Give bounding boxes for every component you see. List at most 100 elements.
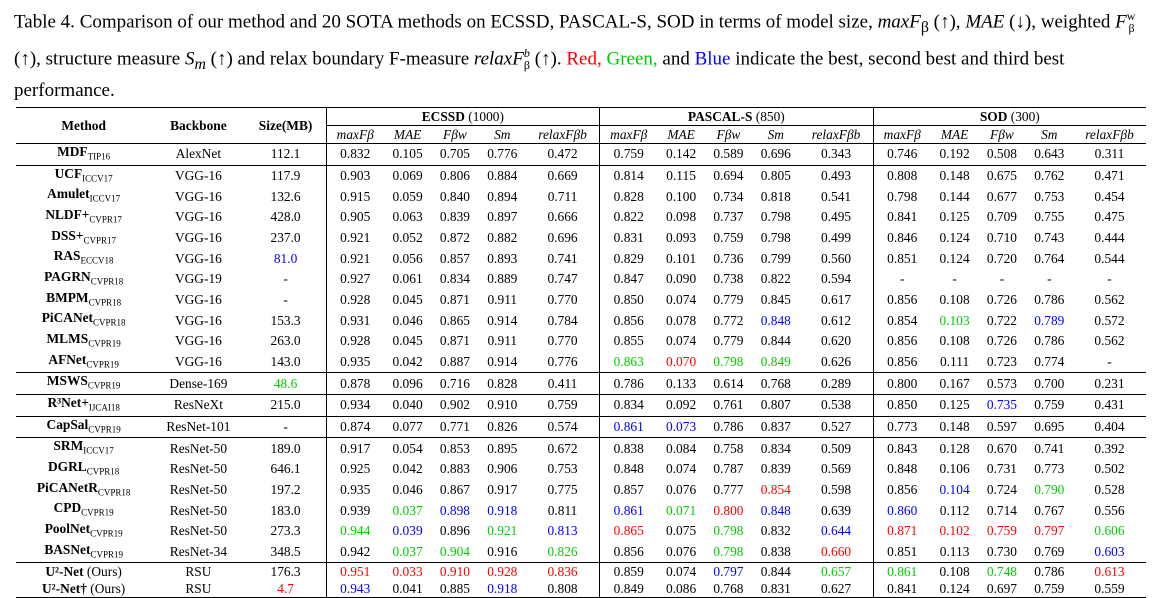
value-cell: 0.544 [1094, 250, 1125, 266]
value-cell: 0.759 [1025, 394, 1073, 417]
metric-header-1-1: MAE [657, 125, 705, 144]
value-cell: 0.776 [547, 354, 578, 370]
value-cell: 0.573 [978, 372, 1026, 395]
value-cell: 0.627 [799, 580, 874, 598]
table-row: SRMICCV17 ResNet-50 189.0 0.917 0.054 0.853 0.… [16, 437, 1146, 460]
backbone-cell: AlexNet [175, 146, 222, 162]
table-row: PoolNetCVPR19 ResNet-50 273.3 0.944 0.039 0.8… [16, 521, 1146, 542]
metric-header-2-0: maxFβ [872, 125, 931, 144]
value-cell: 0.643 [1034, 146, 1065, 162]
backbone-cell: ResNet-101 [151, 415, 246, 438]
value-cell: 0.626 [820, 354, 852, 370]
size-cell: 348.5 [270, 544, 301, 560]
value-cell: 0.392 [1072, 437, 1146, 460]
value-cell: 0.723 [986, 354, 1018, 370]
value-cell: 0.644 [820, 523, 852, 539]
value-cell: 0.054 [383, 437, 432, 460]
value-cell: 0.857 [599, 479, 658, 501]
value-cell: 0.808 [872, 164, 931, 187]
value-cell: 0.105 [392, 146, 423, 162]
value-cell: 0.471 [1072, 164, 1146, 187]
method-cell: BMPMCVPR18 [46, 289, 122, 308]
value-cell: 0.753 [547, 461, 578, 477]
value-cell: 0.124 [939, 250, 970, 266]
table-row: PAGRNCVPR18 VGG-19 - 0.927 0.061 0.834 0.889 0.… [16, 269, 1146, 290]
method-cell: U²-Net† (Ours) [16, 580, 152, 598]
value-cell: 0.863 [599, 351, 658, 373]
value-cell: 0.677 [986, 188, 1018, 204]
value-cell: 0.874 [325, 415, 384, 438]
value-cell: 0.914 [487, 354, 518, 370]
size-cell: - [245, 415, 327, 438]
value-cell: 0.102 [939, 523, 970, 539]
value-cell: 0.902 [431, 394, 479, 417]
value-cell: 0.059 [392, 188, 423, 204]
value-cell: 0.077 [383, 415, 432, 438]
backbone-cell: VGG-19 [174, 271, 222, 287]
metric-header-0-0: maxFβ [325, 125, 384, 144]
value-cell: 0.928 [478, 562, 526, 581]
backbone-cell: VGG-16 [174, 209, 222, 225]
value-cell: 0.670 [978, 437, 1026, 460]
value-cell: 0.738 [713, 271, 744, 287]
value-cell: 0.125 [939, 209, 970, 225]
size-cell: 132.6 [270, 188, 301, 204]
value-cell: 0.777 [713, 482, 744, 498]
size-cell: 428.0 [270, 209, 301, 225]
value-cell: 0.834 [439, 271, 471, 287]
table-row: PiCANetRCVPR18 ResNet-50 197.2 0.935 0.046 0.… [16, 479, 1146, 501]
value-cell: 0.495 [820, 209, 852, 225]
value-cell: 0.910 [431, 562, 479, 581]
value-cell: 0.711 [547, 188, 578, 204]
value-cell: 0.111 [940, 354, 970, 370]
metric-header-0-4: relaxFβb [525, 125, 600, 144]
table-row: DGRLCVPR18 ResNet-50 646.1 0.925 0.042 0.883 0… [16, 459, 1146, 480]
method-cell: DGRLCVPR18 [48, 459, 120, 477]
value-cell: 0.606 [1094, 523, 1125, 539]
backbone-cell: VGG-16 [174, 292, 222, 308]
method-cell: DSS+CVPR17 [51, 227, 116, 246]
value-cell: 0.910 [478, 394, 526, 417]
value-cell: 0.720 [986, 250, 1018, 266]
method-cell: MLMSCVPR19 [46, 331, 121, 349]
value-cell: 0.851 [872, 248, 931, 270]
value-cell: 0.115 [657, 164, 705, 187]
value-cell: 0.747 [547, 271, 578, 287]
value-cell: 0.289 [799, 372, 874, 395]
size-cell: 237.0 [270, 230, 301, 246]
value-cell: 0.737 [713, 209, 744, 225]
value-cell: 0.046 [392, 482, 423, 498]
metric-header-2-1: MAE [930, 125, 979, 144]
size-cell: 215.0 [245, 394, 327, 417]
size-cell: 4.7 [245, 580, 327, 598]
value-cell: 0.797 [704, 562, 753, 581]
value-cell: 0.771 [431, 415, 479, 438]
value-cell: 0.850 [872, 394, 931, 417]
value-cell: - [952, 271, 957, 287]
value-cell: 0.722 [986, 312, 1018, 328]
value-cell: 0.882 [487, 230, 518, 246]
value-cell: 0.597 [978, 415, 1026, 438]
value-cell: 0.925 [325, 459, 384, 480]
value-cell: 0.837 [752, 415, 800, 438]
value-cell: 0.108 [939, 333, 970, 349]
value-cell: 0.753 [1034, 188, 1065, 204]
method-cell: SRMICCV17 [16, 437, 152, 460]
method-cell: BASNetCVPR19 [44, 541, 123, 560]
value-cell: 0.855 [599, 331, 658, 352]
backbone-cell: ResNet-50 [169, 523, 228, 539]
size-cell: 117.9 [245, 164, 327, 187]
value-cell: 0.762 [1025, 164, 1073, 187]
value-cell: 0.045 [392, 333, 423, 349]
value-cell: 0.828 [599, 186, 658, 208]
backbone-cell: VGG-16 [174, 312, 222, 328]
value-cell: 0.878 [325, 372, 384, 395]
value-cell: 0.660 [820, 544, 852, 560]
backbone-cell: ResNet-34 [169, 544, 228, 560]
value-cell: 0.906 [487, 461, 518, 477]
method-cell: CapSalCVPR19 [16, 415, 152, 438]
table-row: AFNetCVPR19 VGG-16 143.0 0.935 0.042 0.887 0.9… [16, 351, 1146, 373]
value-cell: 0.768 [704, 580, 753, 598]
value-cell: 0.574 [525, 415, 600, 438]
backbone-cell: VGG-16 [174, 333, 222, 349]
